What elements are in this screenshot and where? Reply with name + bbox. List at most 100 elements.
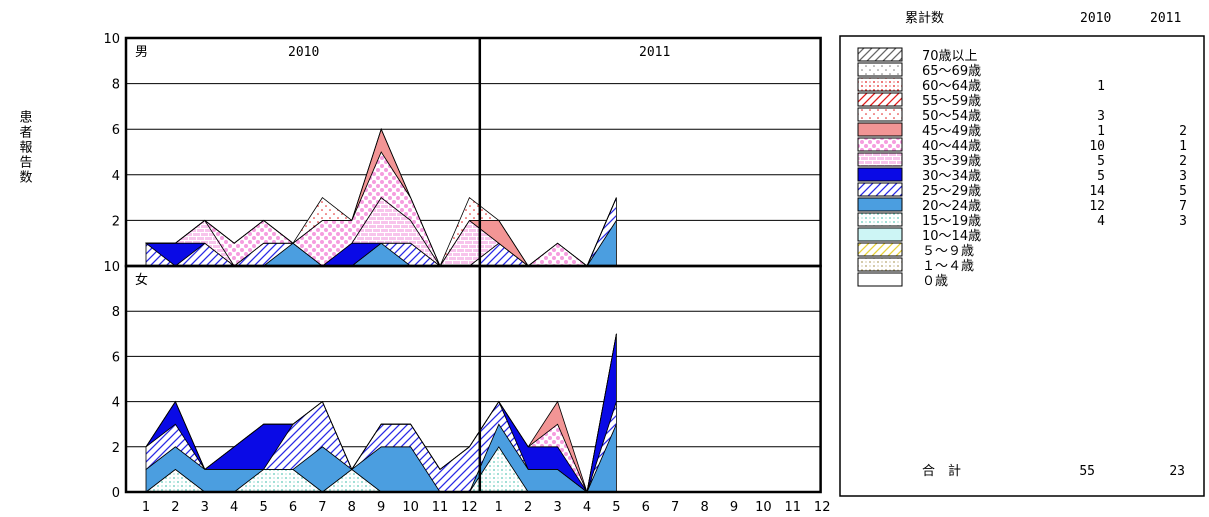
- legend-count-2010: 10: [1089, 139, 1105, 154]
- legend-count-2010: 3: [1097, 109, 1105, 124]
- legend-swatch: [857, 47, 903, 62]
- y-tick-label: 4: [112, 396, 120, 411]
- x-tick-label: 5: [259, 500, 267, 515]
- legend-swatch: [857, 212, 903, 227]
- legend-label: ５～９歳: [922, 244, 974, 259]
- legend-entry: 20～24歳 12 7: [857, 197, 1187, 214]
- y-tick-label: 4: [112, 169, 120, 184]
- legend-count-2010: 5: [1097, 154, 1105, 169]
- legend-entry: 70歳以上: [857, 47, 978, 64]
- y-tick-label: 10: [103, 32, 120, 47]
- legend-count-2010: 12: [1089, 199, 1105, 214]
- legend-year-2010: 2010: [1080, 11, 1111, 26]
- total-2011: 23: [1169, 464, 1185, 479]
- x-tick-label: 12: [814, 500, 831, 515]
- legend-entry: 45～49歳 1 2: [857, 122, 1187, 139]
- legend-entry: 55～59歳: [857, 92, 981, 109]
- x-tick-label: 1: [142, 500, 150, 515]
- legend-swatch: [857, 167, 903, 182]
- x-tick-label: 4: [230, 500, 238, 515]
- x-tick-label: 10: [402, 500, 419, 515]
- legend-entry: 25～29歳 14 5: [857, 182, 1187, 199]
- legend-label: 15～19歳: [922, 214, 981, 229]
- legend-label: 40～44歳: [922, 139, 981, 154]
- legend-swatch: [857, 242, 903, 257]
- year-label: 2010: [288, 45, 319, 60]
- legend-swatch: [857, 122, 903, 137]
- y-axis-label: 患者報告数: [17, 110, 33, 185]
- y-tick-label: 8: [112, 78, 120, 93]
- legend-label: 55～59歳: [922, 94, 981, 109]
- x-tick-label: 3: [553, 500, 561, 515]
- legend-count-2011: 2: [1179, 154, 1187, 169]
- legend-swatch: [857, 77, 903, 92]
- x-tick-label: 6: [642, 500, 650, 515]
- x-tick-label: 2: [524, 500, 532, 515]
- legend-label: 60～64歳: [922, 79, 981, 94]
- legend-count-2011: 3: [1179, 214, 1187, 229]
- x-tick-label: 9: [377, 500, 385, 515]
- legend-count-2010: 14: [1089, 184, 1105, 199]
- year-label: 2011: [639, 45, 670, 60]
- legend-count-2011: 1: [1179, 139, 1187, 154]
- x-tick-label: 6: [289, 500, 297, 515]
- legend-label: 65～69歳: [922, 64, 981, 79]
- area-band: [146, 128, 617, 268]
- x-tick-label: 11: [785, 500, 802, 515]
- legend-label: 50～54歳: [922, 109, 981, 124]
- panel-sex-label: 女: [135, 272, 148, 288]
- y-tick-label: 6: [112, 350, 120, 365]
- total-2010: 55: [1079, 464, 1095, 479]
- x-tick-label: 10: [755, 500, 772, 515]
- y-tick-label: 0: [112, 486, 120, 501]
- legend-label: 25～29歳: [922, 184, 981, 199]
- legend-entry: 65～69歳: [857, 62, 981, 79]
- legend-swatch: [857, 152, 903, 167]
- legend-label: 35～39歳: [922, 154, 981, 169]
- x-tick-label: 7: [318, 500, 326, 515]
- x-tick-label: 1: [495, 500, 503, 515]
- y-tick-label: 8: [112, 305, 120, 320]
- x-tick-label: 12: [461, 500, 478, 515]
- legend-label: 45～49歳: [922, 124, 981, 139]
- panel-female: 女 0 2 4 6 8: [112, 264, 822, 501]
- y-tick-label: 10: [103, 260, 120, 275]
- legend-count-2010: 1: [1097, 124, 1105, 139]
- legend-count-2010: 5: [1097, 169, 1105, 184]
- area-band: [145, 333, 617, 494]
- x-tick-label: 9: [730, 500, 738, 515]
- legend-year-2011: 2011: [1150, 11, 1181, 26]
- legend-label: 20～24歳: [922, 199, 981, 214]
- legend-entry: 30～34歳 5 3: [857, 167, 1187, 184]
- legend-count-2011: 5: [1179, 184, 1187, 199]
- legend-entry: 10～14歳: [857, 227, 981, 244]
- legend-swatch: [857, 137, 903, 152]
- legend-swatch: [857, 62, 903, 77]
- legend-label: １～４歳: [922, 259, 974, 274]
- legend-count-2011: 2: [1179, 124, 1187, 139]
- legend-entry: ５～９歳: [857, 242, 974, 259]
- legend-swatch: [857, 92, 903, 107]
- legend-entry: １～４歳: [857, 257, 974, 274]
- legend-label: 30～34歳: [922, 169, 981, 184]
- legend-swatch: [857, 257, 903, 272]
- legend-count-2011: 3: [1179, 169, 1187, 184]
- x-tick-label: 8: [700, 500, 708, 515]
- panel-sex-label: 男: [135, 45, 148, 60]
- legend-entry: 40～44歳 10 1: [857, 137, 1187, 154]
- legend-entry: 15～19歳 4 3: [857, 212, 1187, 229]
- legend-entry: 60～64歳 1: [857, 77, 1105, 94]
- legend-count-2011: 7: [1179, 199, 1187, 214]
- legend-entry: 35～39歳 5 2: [857, 152, 1187, 169]
- legend-label: 70歳以上: [922, 49, 978, 64]
- legend: 累計数 2010 2011 合 計 55 23 70歳以上65～69歳60～64…: [839, 10, 1205, 497]
- total-label: 合 計: [922, 463, 961, 479]
- panel-male: 男 2010 2011 10 2 4 6 8 10: [103, 32, 822, 275]
- panel-frame: [124, 264, 822, 494]
- legend-label: ０歳: [922, 274, 948, 289]
- x-tick-label: 8: [348, 500, 356, 515]
- x-tick-label: 11: [432, 500, 449, 515]
- legend-swatch: [857, 107, 903, 122]
